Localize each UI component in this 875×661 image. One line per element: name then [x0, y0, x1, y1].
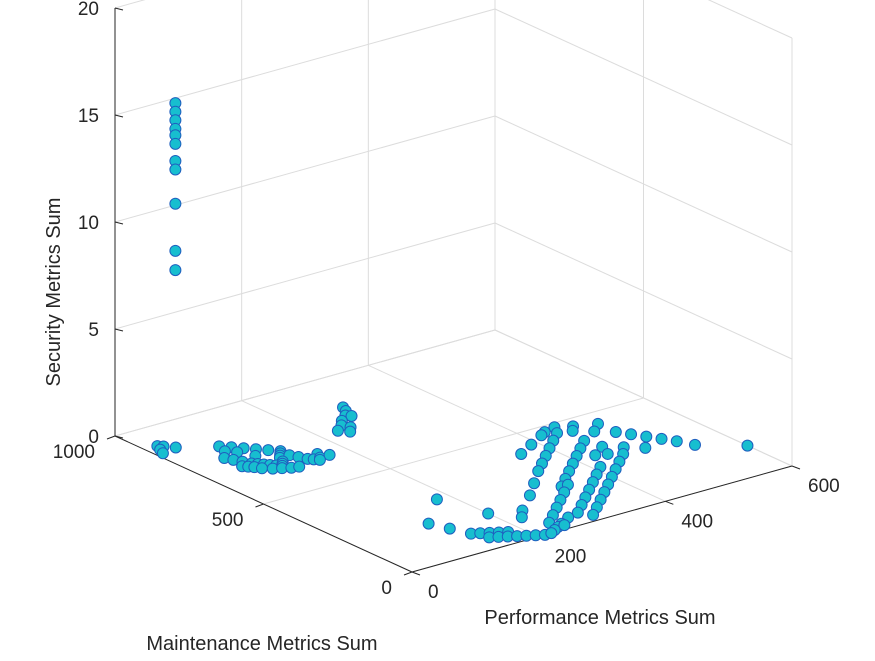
z-tick-label: 10	[78, 213, 99, 234]
data-point	[655, 432, 668, 445]
x-axis-line	[411, 465, 793, 573]
data-point	[169, 441, 182, 454]
data-point	[625, 428, 638, 441]
z-tick-mark	[114, 221, 124, 225]
side-wall-grid-line-z	[494, 222, 793, 360]
data-point	[169, 244, 182, 257]
x-tick-mark	[411, 571, 421, 576]
data-point	[156, 447, 169, 460]
data-point	[587, 508, 600, 521]
data-point	[515, 511, 528, 524]
data-point	[640, 430, 653, 443]
data-point	[323, 448, 336, 461]
x-tick-label: 0	[428, 582, 439, 603]
y-axis-label: Maintenance Metrics Sum	[146, 633, 377, 655]
side-wall-grid-line-z	[494, 115, 793, 253]
z-tick-label: 20	[78, 0, 99, 20]
y-tick-mark	[403, 571, 413, 576]
data-point	[535, 429, 548, 442]
z-tick-mark	[114, 114, 124, 118]
back-wall-grid-line-z	[114, 222, 496, 330]
back-wall-grid-line-z	[114, 0, 146, 9]
x-axis-label: Performance Metrics Sum	[484, 607, 715, 629]
data-point	[741, 439, 754, 452]
data-point	[566, 424, 579, 437]
data-point	[422, 517, 435, 530]
y-tick-label: 0	[381, 578, 392, 599]
data-point	[515, 448, 528, 460]
data-point	[688, 438, 701, 451]
z-tick-label: 5	[88, 320, 99, 341]
data-point	[588, 425, 601, 438]
data-point	[331, 424, 344, 437]
z-tick-mark	[114, 328, 124, 332]
x-tick-mark	[665, 500, 674, 505]
grid-layer	[114, 0, 793, 573]
side-wall-grid-line-z	[707, 0, 793, 39]
y-tick-label: 500	[212, 510, 244, 531]
data-point	[255, 462, 268, 475]
back-wall-grid-line-z	[114, 329, 496, 437]
points-layer	[151, 97, 754, 544]
data-point	[169, 264, 182, 277]
side-wall-grid-line-z	[494, 8, 793, 146]
data-point	[639, 441, 652, 454]
y-tick-mark	[255, 503, 264, 508]
data-point	[344, 425, 357, 438]
data-point	[609, 425, 622, 438]
z-tick-mark	[114, 435, 124, 439]
y-tick-mark	[106, 435, 116, 440]
z-axis-label: Security Metrics Sum	[43, 198, 65, 387]
x-tick-label: 600	[808, 476, 840, 497]
data-point	[169, 137, 182, 150]
data-point	[523, 489, 536, 502]
data-point	[670, 435, 683, 448]
data-point	[545, 527, 558, 540]
x-tick-mark	[791, 465, 801, 470]
data-point	[482, 507, 495, 520]
data-point	[589, 449, 602, 462]
data-point	[601, 447, 614, 460]
floor-grid-line-y	[263, 397, 644, 505]
data-point	[443, 522, 456, 535]
z-tick-mark	[114, 7, 124, 11]
x-tick-label: 200	[555, 547, 587, 568]
z-tick-label: 15	[78, 106, 99, 127]
data-point	[525, 438, 538, 451]
data-point	[558, 519, 571, 532]
data-point	[169, 197, 182, 210]
data-point	[430, 493, 443, 506]
data-point	[528, 477, 541, 490]
x-tick-label: 400	[681, 511, 713, 532]
data-point	[293, 460, 306, 473]
y-tick-label: 1000	[53, 442, 95, 463]
back-wall-grid-line-z	[114, 8, 496, 116]
labels-layer: Performance Metrics Sum Maintenance Metr…	[43, 198, 716, 655]
data-point	[571, 506, 584, 519]
z-tick-label: 0	[88, 427, 99, 448]
data-point	[532, 465, 545, 478]
data-point	[313, 453, 326, 466]
data-point	[262, 444, 275, 457]
data-point	[169, 163, 182, 176]
